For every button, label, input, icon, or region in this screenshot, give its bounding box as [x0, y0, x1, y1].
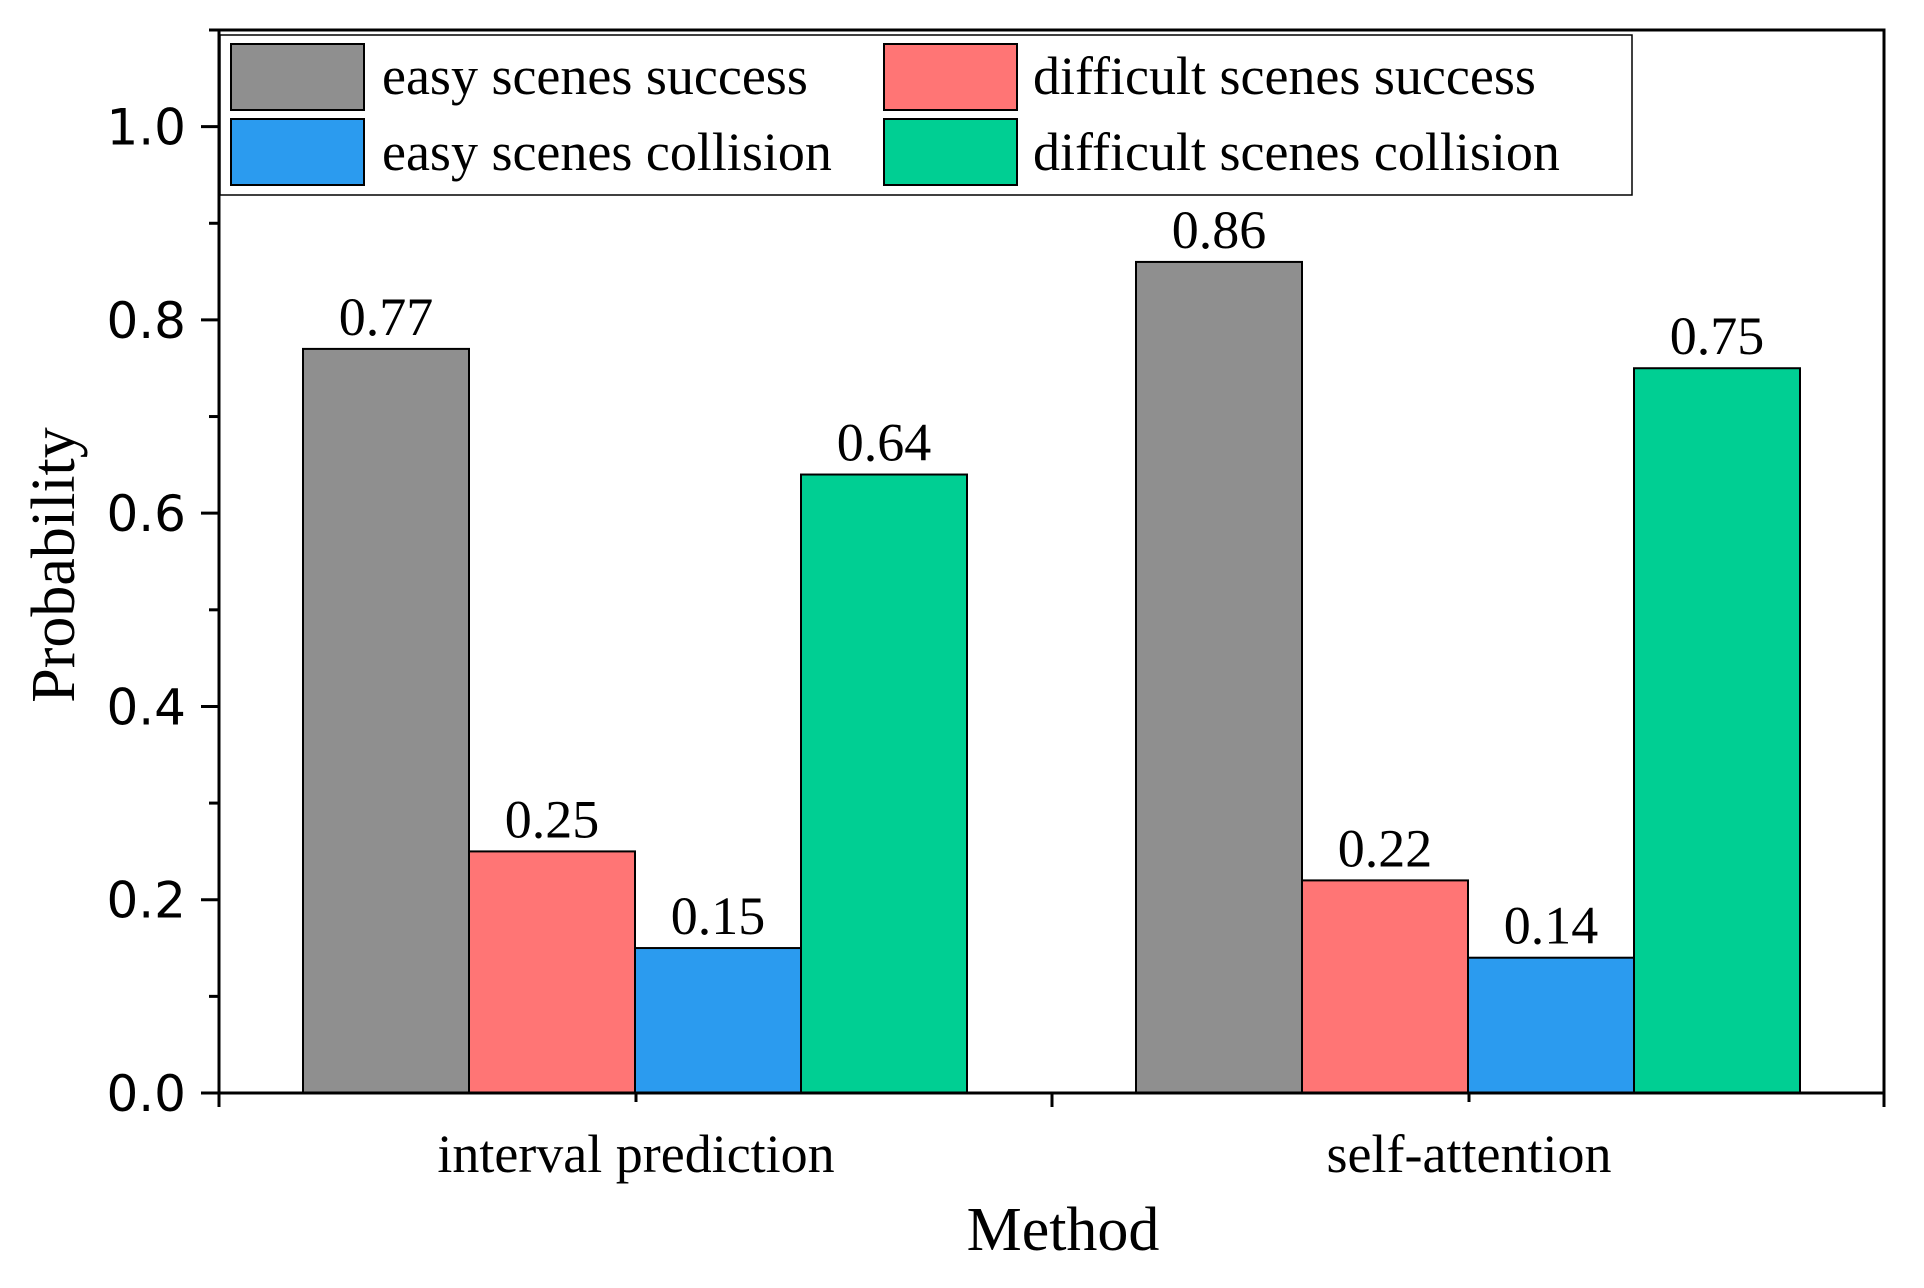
- y-tick-label: 0.8: [106, 292, 186, 350]
- bar-2-1: [1467, 956, 1635, 1095]
- x-tick-label: interval prediction: [437, 1124, 834, 1184]
- y-tick-label: 1.0: [106, 99, 186, 157]
- bar-value-label: 0.64: [837, 413, 932, 473]
- bars-layer: [302, 260, 1801, 1095]
- bar-1-1: [1301, 879, 1469, 1095]
- bar-value-label: 0.15: [671, 886, 766, 946]
- y-tick-label: 0.2: [106, 872, 186, 930]
- legend-swatch-difficult-collision: [883, 118, 1018, 186]
- legend: easy scenes success difficult scenes suc…: [219, 34, 1633, 196]
- y-tick-label: 0.0: [106, 1065, 186, 1123]
- bar-2-0: [634, 947, 802, 1095]
- bar-1-0: [468, 850, 636, 1095]
- bar-value-label: 0.25: [505, 789, 600, 849]
- legend-label-easy-collision: easy scenes collision: [382, 122, 832, 182]
- legend-swatch-easy-collision: [230, 118, 365, 186]
- x-axis-title: Method: [967, 1196, 1160, 1264]
- y-axis-title: Probability: [20, 427, 88, 703]
- x-axis: interval prediction self-attention: [217, 1093, 1886, 1184]
- bar-0-0: [302, 347, 470, 1094]
- bar-value-label: 0.14: [1504, 896, 1599, 956]
- legend-swatch-difficult-success: [883, 43, 1018, 111]
- y-tick-label: 0.4: [106, 678, 186, 736]
- bar-3-1: [1633, 367, 1801, 1094]
- bar-value-label: 0.86: [1172, 200, 1267, 260]
- bar-0-1: [1135, 260, 1303, 1095]
- bar-value-label: 0.75: [1670, 306, 1765, 366]
- legend-label-difficult-collision: difficult scenes collision: [1033, 122, 1560, 182]
- y-tick-label: 0.6: [106, 485, 186, 543]
- bar-value-label: 0.22: [1338, 818, 1433, 878]
- legend-label-easy-success: easy scenes success: [382, 46, 808, 106]
- legend-swatch-easy-success: [230, 43, 365, 111]
- y-axis: 0.0 0.2 0.4 0.6 0.8 1.0: [106, 28, 219, 1123]
- legend-label-difficult-success: difficult scenes success: [1033, 46, 1536, 106]
- bar-3-0: [800, 473, 968, 1094]
- x-tick-label: self-attention: [1327, 1124, 1612, 1184]
- bar-labels-layer: 0.77 0.25 0.15 0.64 0.86 0.22 0.14 0.75: [339, 200, 1765, 956]
- bar-value-label: 0.77: [339, 287, 434, 347]
